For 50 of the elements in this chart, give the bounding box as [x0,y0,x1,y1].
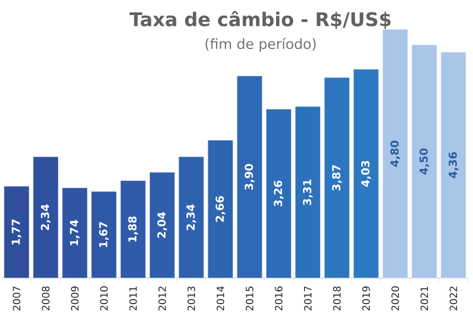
bar [32,156,58,278]
x-tick-label: 2010 [100,286,108,310]
data-label: 3,26 [274,180,284,206]
data-label: 2,66 [216,196,226,222]
data-label: 4,36 [448,152,458,178]
data-label: 3,90 [244,164,254,190]
bar [91,191,117,278]
bar [120,180,146,278]
bar [266,108,292,278]
x-tick-label: 2018 [333,286,341,310]
data-label: 3,31 [302,180,313,206]
text: (fim de período) [206,38,316,52]
data-label: 1,88 [128,216,138,242]
bar [62,188,88,278]
x-tick-label: 2019 [362,286,370,310]
data-label: 2,04 [157,212,168,238]
data-label: 2,34 [40,204,51,230]
bar [178,156,204,278]
x-tick-label: 2020 [391,286,399,310]
bar [208,140,234,278]
x-tick-label: 2021 [420,286,428,310]
data-label: 4,80 [390,140,400,167]
x-tick-label: 2015 [246,286,254,310]
bar [236,76,262,278]
data-label: 1,67 [99,222,109,248]
bar [4,186,30,278]
bar [324,77,350,278]
x-tick-label: 2016 [274,286,282,310]
bar [440,52,466,278]
bar [412,44,438,278]
data-label: 4,50 [419,148,430,174]
data-label: 1,77 [12,220,22,244]
x-tick-label: 2022 [450,286,458,310]
data-label: 4,03 [361,160,371,187]
x-tick-label: 2012 [158,286,166,310]
bar [295,106,321,278]
data-label: 3,87 [332,165,342,191]
bar [149,172,175,278]
bar [353,69,379,278]
data-label: 2,34 [186,204,196,230]
x-tick-label: 2011 [129,286,137,310]
x-tick-label: 2007 [12,286,20,310]
bar [382,29,408,278]
chart-title: Taxa de câmbio - R$/US$ [130,10,391,29]
x-tick-label: 2009 [71,286,79,310]
x-tick-label: 2014 [216,286,224,310]
x-tick-label: 2017 [304,286,312,310]
data-label: 1,74 [70,220,80,246]
x-tick-label: 2013 [188,286,196,310]
x-tick-label: 2008 [42,286,50,310]
